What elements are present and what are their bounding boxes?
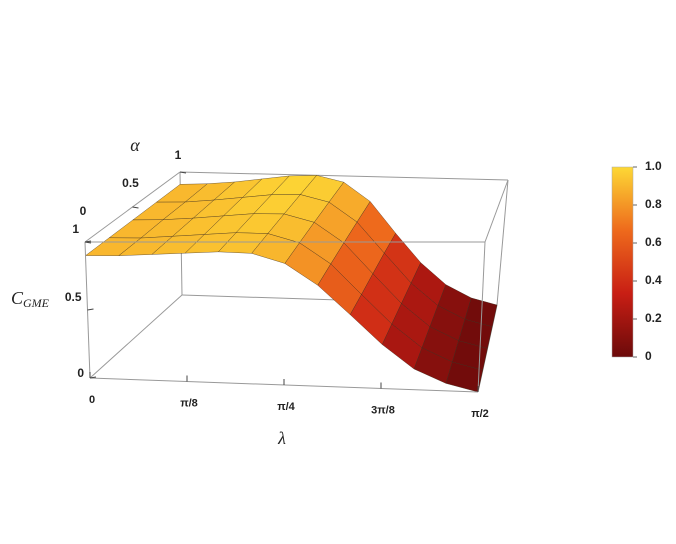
y-tick-label: 0 [80, 204, 87, 218]
colorbar-tick-label: 0.2 [645, 311, 662, 325]
box-edge [89, 294, 183, 379]
colorbar-tick-label: 1.0 [645, 159, 662, 173]
box-edge [496, 179, 509, 306]
y-tick [179, 171, 187, 174]
z-axis-label-main: C [11, 288, 24, 308]
y-tick-label: 0.5 [122, 176, 139, 190]
z-tick-label: 1 [72, 222, 79, 236]
surface-cell [445, 361, 484, 393]
z-axis-label: CGME [11, 288, 50, 310]
colorbar-tick-label: 0 [645, 349, 652, 363]
x-tick-label: 3π/8 [371, 404, 395, 416]
z-tick-label: 0.5 [65, 290, 82, 304]
colorbar-tick-label: 0.6 [645, 235, 662, 249]
z-tick [89, 376, 97, 379]
colorbar [611, 166, 634, 358]
x-tick-label: π/2 [471, 408, 489, 420]
z-tick [87, 308, 94, 311]
z-tick-label: 0 [77, 366, 84, 380]
y-tick [84, 241, 92, 244]
box-edge [484, 179, 509, 243]
x-tick-label: π/4 [277, 401, 295, 413]
box-edge [477, 241, 486, 393]
z-axis-label-sub: GME [23, 296, 50, 310]
x-tick-label: 0 [89, 394, 95, 406]
x-tick-label: π/8 [180, 397, 198, 409]
y-axis-label: α [130, 135, 140, 155]
x-axis-label: λ [277, 428, 286, 448]
y-tick-label: 1 [175, 148, 182, 162]
box-edge [179, 171, 509, 181]
colorbar-tick-label: 0.8 [645, 197, 662, 211]
colorbar-tick-label: 0.4 [645, 273, 662, 287]
y-tick [132, 206, 139, 209]
